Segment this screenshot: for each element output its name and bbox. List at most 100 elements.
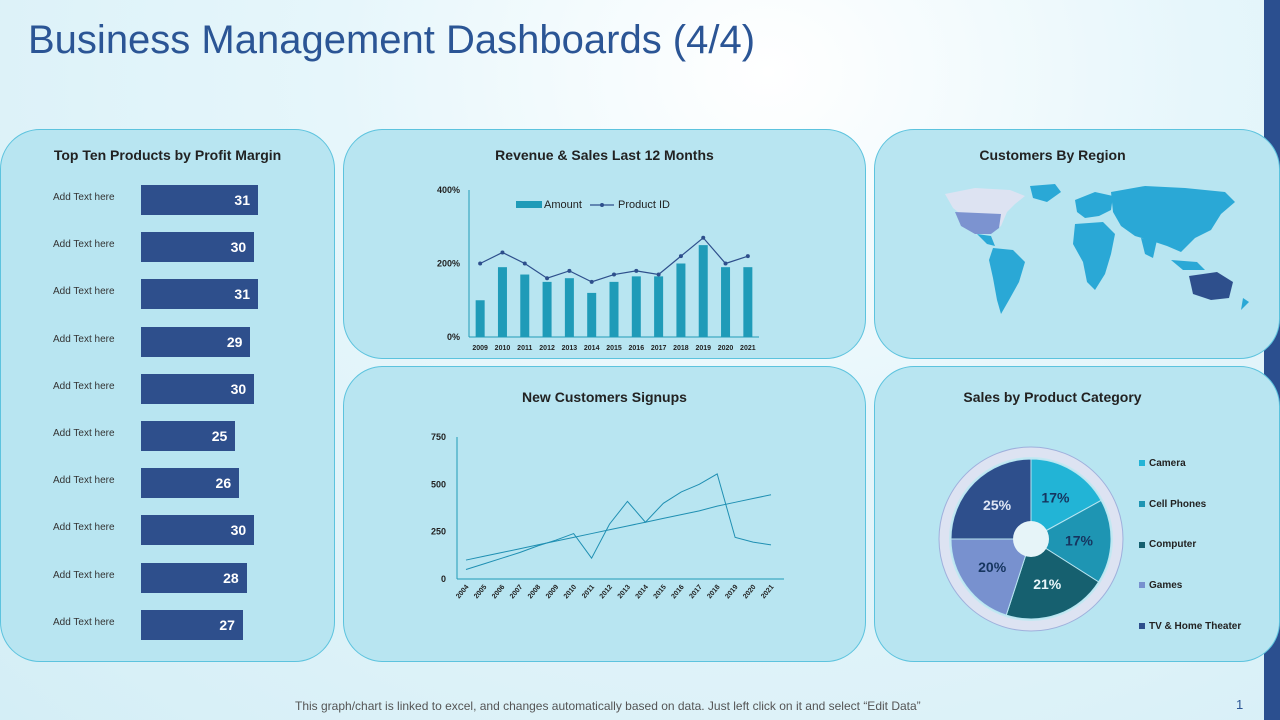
bar-label: Add Text here [53,239,115,251]
pie-slice [1030,458,1102,540]
legend-swatch [1139,460,1145,467]
legend-swatch [1139,623,1145,630]
pie-center-hole [1013,521,1049,557]
map-asia [1111,186,1235,252]
map-europe [1075,192,1113,218]
x-tick-label: 2018 [706,584,721,601]
bar: 31 [141,185,258,215]
legend-item: TV & Home Theater [1139,621,1241,632]
legend-swatch [1139,582,1145,589]
x-tick-label: 2018 [673,345,689,352]
legend-swatch [1139,541,1145,548]
category-title: Sales by Product Category [963,389,1142,405]
x-tick-label: 2021 [740,345,756,352]
x-tick-label: 2017 [688,584,703,601]
y-tick-label: 250 [431,527,446,537]
x-tick-label: 2006 [491,584,506,601]
pie-data-label: 25% [983,497,1012,513]
revenue-title: Revenue & Sales Last 12 Months [495,147,714,163]
map-new-zealand [1241,298,1249,310]
x-tick-label: 2020 [718,345,734,352]
bar-label: Add Text here [53,569,115,581]
bar [542,281,552,337]
bar [698,245,708,337]
data-point [745,254,750,259]
legend-item: Camera [1139,458,1186,469]
x-tick-label: 2008 [527,584,542,601]
bar [587,292,597,337]
y-tick-label: 200% [437,259,460,269]
y-tick-label: 750 [431,432,446,442]
bar-row: Add Text here 29 [1,326,334,357]
data-point [545,276,550,281]
x-tick-label: 2011 [517,345,532,352]
pie-slice [950,458,1032,540]
x-tick-label: 2004 [455,584,470,601]
bar: 30 [141,515,255,546]
y-tick-label: 400% [437,185,460,195]
pie-data-label: 17% [1065,533,1094,549]
legend-swatch-bar [516,201,542,208]
legend-item: Computer [1139,539,1196,550]
legend-label: Amount [544,199,582,211]
bar [721,267,731,337]
x-tick-label: 2014 [584,345,600,352]
top-products-title: Top Ten Products by Profit Margin [53,147,282,163]
bar: 29 [141,326,251,357]
x-tick-label: 2010 [495,345,511,352]
x-tick-label: 2016 [629,345,645,352]
revenue-chart: 0% 200% 400% 2009 2010 2011 2012 2013 2014 2015 20… [437,185,759,352]
region-panel: Customers By Region 20 25 30 [874,129,1280,483]
x-tick-label: 2009 [472,345,488,352]
x-tick-label: 2013 [617,584,632,601]
map-indonesia [1171,260,1205,270]
data-point [589,279,594,284]
pie-data-label: 20% [978,559,1007,575]
legend-label: TV & Home Theater [1149,620,1242,632]
bar-row: Add Text here 28 [1,562,334,593]
bar-label: Add Text here [53,428,115,439]
signups-line [465,473,772,571]
bar-label: Add Text here [53,616,115,628]
map-south-america [989,248,1025,314]
bar-label: Add Text here [53,192,115,203]
y-tick-label: 500 [431,479,446,489]
bar-row: Add Text here 26 [1,468,334,499]
bar [520,274,530,337]
bar-label: Add Text here [53,522,115,534]
legend-label: Cell Phones [1149,498,1207,510]
legend-item: Games [1139,580,1182,591]
bar-row: Add Text here 30 [1,515,334,546]
bar-row: Add Text here 25 [1,421,334,451]
x-tick-label: 2019 [695,345,711,352]
bar: 30 [141,373,255,404]
map-greenland [1030,184,1061,202]
data-point [612,272,616,277]
pie-data-label: 21% [1033,576,1062,592]
bar-row: Add Text here 30 [1,232,334,263]
category-pie: 17% 17% 21% 20% 25% [938,446,1124,632]
bar-row: Add Text here 30 [1,373,334,404]
page-title: Business Management Dashboards (4/4) [28,18,756,62]
x-tick-label: 2015 [653,584,668,601]
bar: 27 [141,609,243,640]
map-usa [955,212,1001,234]
bar-label: Add Text here [53,475,115,487]
bar [497,267,507,337]
data-point [723,261,728,266]
pie-slice [1030,499,1112,583]
legend-swatch-point [600,203,604,207]
trend-line [465,494,772,561]
bar: 31 [141,279,258,310]
revenue-panel: Revenue & Sales Last 12 Months 0% 200% 400… [343,129,866,359]
y-tick-label: 0% [447,332,460,342]
map-north-america [945,188,1025,232]
legend-label: Computer [1149,539,1197,551]
x-tick-label: 2012 [539,345,555,352]
data-point [678,254,683,259]
legend-label: Product ID [618,199,670,211]
legend-label: Games [1149,580,1183,592]
bar: 26 [141,468,240,499]
bar [654,276,664,337]
